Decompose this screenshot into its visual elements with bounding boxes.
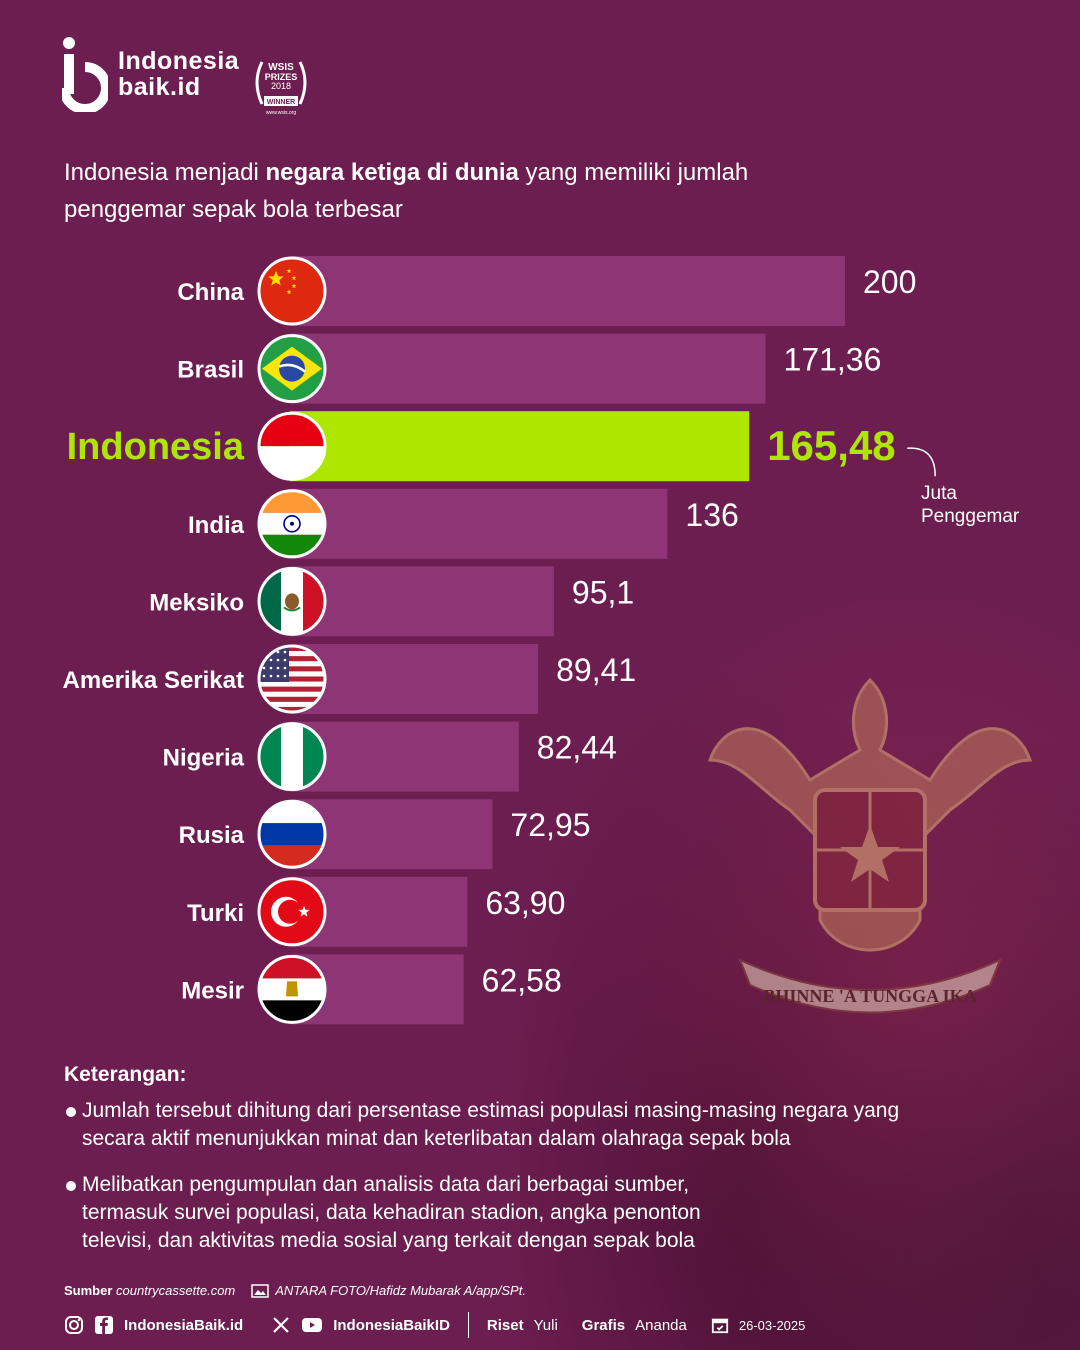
grafis-label: Grafis <box>581 1316 626 1334</box>
headline-part2: yang memiliki jumlah penggemar sepak bol… <box>64 159 749 223</box>
bar-amerika-serikat <box>290 644 539 714</box>
category-label: Nigeria <box>163 745 245 772</box>
award-line4: WINNER <box>267 99 295 106</box>
brand-line2: baik.id <box>118 73 201 101</box>
category-label: Brasil <box>177 357 244 384</box>
category-label: Amerika Serikat <box>63 667 244 694</box>
china-flag-icon <box>259 258 325 324</box>
x-twitter-icon[interactable] <box>271 1315 291 1335</box>
garuda-emblem-icon: BHINNE 'A TUNGGA IKA <box>707 677 1033 1014</box>
category-label: Mesir <box>181 977 244 1004</box>
footer-divider <box>467 1312 469 1338</box>
usa-flag-icon <box>259 646 325 712</box>
bar-chart: China 200 Brasil 171,36 Indonesia 165,48 JutaP… <box>63 256 1020 1025</box>
flag-ring <box>257 489 327 559</box>
category-label: India <box>188 512 245 539</box>
unit-label: Juta <box>921 483 957 504</box>
footer-date: 26-03-2025 <box>738 1317 806 1333</box>
value-label: 95,1 <box>572 574 634 610</box>
unit-label: Penggemar <box>921 506 1020 527</box>
flag-ring <box>257 566 327 636</box>
svg-text:BHINNE 'A TUNGGA IKA: BHINNE 'A TUNGGA IKA <box>763 986 976 1006</box>
brand-logo[interactable]: Indonesia baik.id <box>62 36 239 112</box>
flag-ring <box>257 877 327 947</box>
bar-china <box>290 256 845 326</box>
value-label: 200 <box>863 264 916 300</box>
award-line5: www.wsis.org <box>266 110 297 116</box>
flag-ring <box>257 411 327 481</box>
footer-handle-2[interactable]: IndonesiaBaikID <box>333 1316 450 1334</box>
notes-title: Keterangan: <box>64 1063 187 1086</box>
value-label: 63,90 <box>485 885 565 921</box>
footer: IndonesiaBaik.id IndonesiaBaikID Riset Y… <box>64 1312 805 1338</box>
wsis-award-badge: WSIS PRIZES 2018 WINNER www.wsis.org <box>255 61 307 116</box>
bar-brasil <box>290 333 766 404</box>
unit-connector <box>907 447 936 477</box>
source-value: countrycassette.com <box>116 1283 236 1298</box>
grafis-name: Ananda <box>635 1316 687 1334</box>
flag-ring <box>257 722 327 792</box>
calendar-icon <box>711 1318 728 1334</box>
riset-name: Yuli <box>533 1316 558 1334</box>
value-label: 165,48 <box>767 422 895 469</box>
source-line: Sumber countrycassette.com ANTARA FOTO/H… <box>64 1283 526 1298</box>
riset-label: Riset <box>486 1316 524 1334</box>
source-label: Sumber <box>64 1283 113 1298</box>
background-photo <box>520 520 1080 1350</box>
note-item-1: Jumlah tersebut dihitung dari persentase… <box>64 1097 902 1153</box>
headline-part1: Indonesia menjadi <box>64 159 266 186</box>
category-label: Turki <box>187 900 244 927</box>
flag-ring <box>257 644 327 714</box>
youtube-icon[interactable] <box>301 1315 323 1335</box>
headline: Indonesia menjadi negara ketiga di dunia… <box>64 154 764 228</box>
category-label: Indonesia <box>67 426 245 468</box>
flag-ring <box>257 799 327 869</box>
award-line2: PRIZES <box>265 72 298 82</box>
notes-section: Keterangan: Jumlah tersebut dihitung dar… <box>64 1063 924 1273</box>
bar-india <box>290 488 668 559</box>
award-line3: 2018 <box>271 81 291 91</box>
category-label: Rusia <box>179 822 245 849</box>
bar-meksiko <box>290 566 554 637</box>
award-line1: WSIS <box>268 62 294 73</box>
indonesiabaik-logo-icon <box>62 37 108 112</box>
photo-icon <box>251 1283 269 1298</box>
flag-ring <box>257 256 327 326</box>
flag-ring <box>257 334 327 404</box>
brazil-flag-icon <box>259 335 325 402</box>
turkey-flag-icon <box>259 878 325 945</box>
value-label: 89,41 <box>556 652 636 688</box>
brand-line1: Indonesia <box>118 47 240 75</box>
photo-credit: ANTARA FOTO/Hafidz Mubarak A/app/SPt. <box>275 1283 526 1298</box>
bar-indonesia <box>290 411 750 482</box>
category-label: China <box>177 279 244 306</box>
flag-ring <box>257 954 327 1024</box>
headline-bold: negara ketiga di dunia <box>265 159 519 186</box>
facebook-icon[interactable] <box>94 1315 114 1335</box>
note-item-2: Melibatkan pengumpulan dan analisis data… <box>64 1171 742 1255</box>
category-label: Meksiko <box>149 589 244 616</box>
value-label: 136 <box>685 497 738 533</box>
footer-handle-1[interactable]: IndonesiaBaik.id <box>124 1316 244 1334</box>
instagram-icon[interactable] <box>64 1315 84 1335</box>
bar-nigeria <box>290 721 519 792</box>
value-label: 171,36 <box>784 342 882 378</box>
value-label: 72,95 <box>510 807 590 843</box>
value-label: 62,58 <box>482 962 562 998</box>
value-label: 82,44 <box>537 730 617 766</box>
